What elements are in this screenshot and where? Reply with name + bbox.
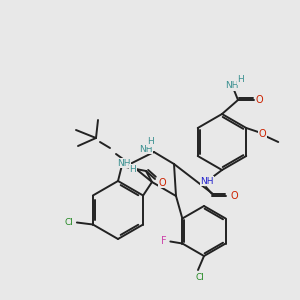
Text: H: H xyxy=(130,164,136,173)
Text: H: H xyxy=(238,76,244,85)
Text: NH: NH xyxy=(200,176,214,185)
Text: O: O xyxy=(230,191,238,201)
Text: Cl: Cl xyxy=(196,272,204,281)
Text: NH: NH xyxy=(139,145,153,154)
Text: O: O xyxy=(258,129,266,139)
Text: NH: NH xyxy=(225,82,239,91)
Text: O: O xyxy=(158,178,166,188)
Text: F: F xyxy=(160,236,166,247)
Text: H: H xyxy=(147,137,153,146)
Text: NH: NH xyxy=(117,158,131,167)
Text: Cl: Cl xyxy=(64,218,73,227)
Text: O: O xyxy=(255,95,263,105)
